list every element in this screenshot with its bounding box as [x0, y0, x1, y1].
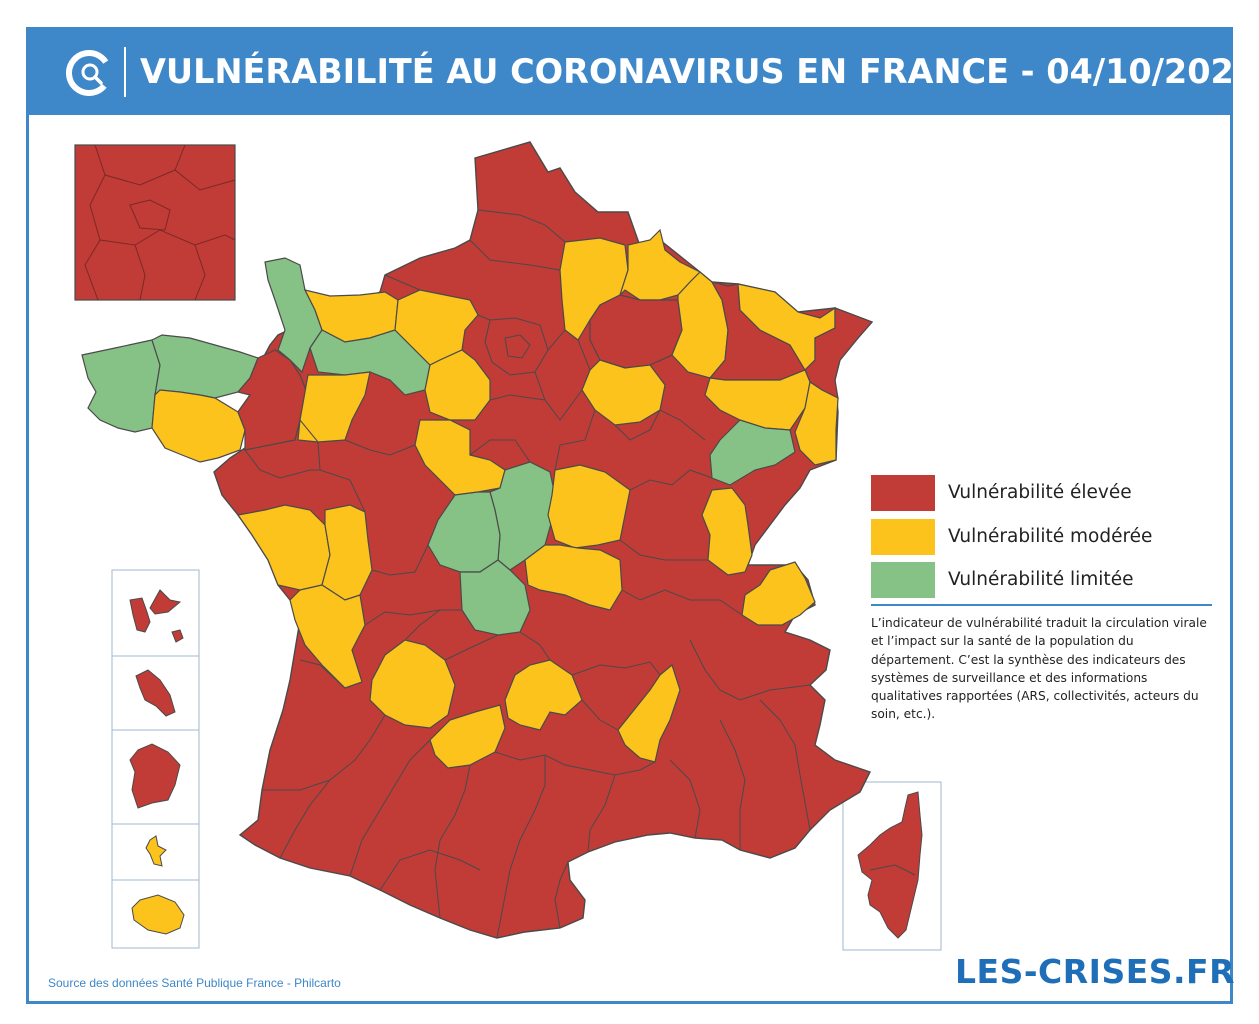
guyane-shape	[129, 743, 181, 809]
inset-paris-borders	[84, 144, 236, 301]
legend-swatch-moderate	[871, 519, 935, 555]
legend-label-high: Vulnérabilité élevée	[948, 482, 1132, 503]
dept-orne	[309, 329, 431, 396]
dept-ardeche	[617, 663, 681, 763]
legend-swatch-high	[871, 475, 935, 511]
guadeloupe-shape	[129, 589, 184, 643]
department-borders	[244, 209, 811, 939]
dept-finistere	[81, 339, 161, 433]
les-crises-c-icon	[66, 50, 112, 96]
legend-swatch-limited	[871, 562, 935, 598]
dept-cote-dor-jura	[701, 487, 753, 576]
dept-deux-sevres	[321, 504, 373, 601]
dept-haut-rhin	[794, 380, 839, 466]
mayotte-shape	[145, 835, 167, 867]
dept-manche	[264, 257, 323, 374]
legend-description: L’indicateur de vulnérabilité traduit la…	[871, 616, 1207, 722]
dept-haute-saone	[709, 419, 796, 486]
dept-mayenne	[297, 371, 371, 443]
inset-reunion-frame	[111, 879, 200, 949]
dom-territories	[129, 589, 923, 939]
dept-charente-maritime	[289, 584, 366, 689]
legend-divider	[871, 604, 1212, 606]
dept-morbihan	[151, 389, 246, 463]
dept-dordogne	[369, 639, 456, 729]
inset-corse-frame	[842, 781, 942, 951]
header-separator	[124, 47, 126, 97]
inset-paris-frame	[74, 144, 236, 301]
dept-marne	[589, 294, 683, 369]
page-title: VULNÉRABILITÉ AU CORONAVIRUS EN FRANCE -…	[140, 52, 1258, 91]
dept-haute-savoie	[741, 561, 816, 626]
dept-cantal	[504, 659, 583, 731]
inset-paris	[74, 144, 236, 301]
dept-lot	[429, 704, 506, 769]
dept-nievre	[547, 464, 631, 549]
corse-shape	[857, 791, 923, 939]
dept-ille-et-vilaine	[236, 349, 309, 451]
legend-label-limited: Vulnérabilité limitée	[948, 569, 1134, 590]
inset-outremer	[111, 569, 942, 951]
legend-label-moderate: Vulnérabilité modérée	[948, 526, 1153, 547]
reunion-shape	[131, 894, 185, 935]
dept-vendee	[236, 504, 331, 591]
header-bar: VULNÉRABILITÉ AU CORONAVIRUS EN FRANCE -…	[26, 27, 1257, 115]
dept-eure	[394, 289, 479, 366]
data-source: Source des données Santé Publique France…	[48, 976, 341, 990]
martinique-shape	[135, 669, 176, 717]
brand-wordmark: LES-CRISES.FR	[955, 952, 1236, 991]
dept-creuse	[459, 559, 531, 636]
corse-border	[869, 864, 916, 876]
